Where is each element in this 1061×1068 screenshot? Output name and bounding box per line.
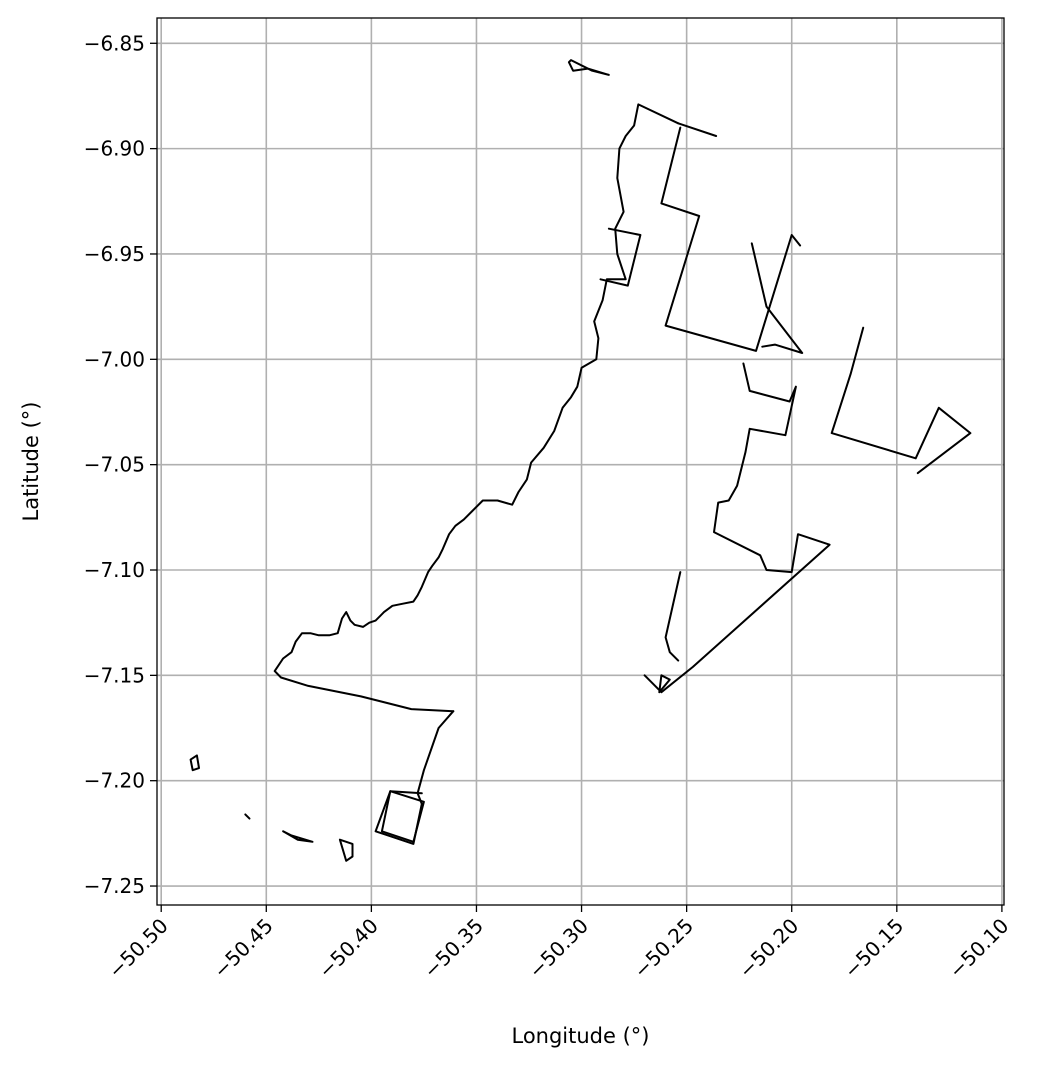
y-tick-label-3: −7.00 (84, 347, 145, 371)
x-axis-label: Longitude (°) (511, 1024, 649, 1048)
y-tick-label-6: −7.15 (84, 663, 145, 687)
y-tick-label-4: −7.05 (84, 453, 145, 477)
y-tick-label-5: −7.10 (84, 558, 145, 582)
y-tick-label-0: −6.85 (84, 31, 145, 55)
y-tick-label-2: −6.95 (84, 242, 145, 266)
y-tick-label-7: −7.20 (84, 769, 145, 793)
y-axis-label: Latitude (°) (19, 402, 43, 522)
y-tick-label-1: −6.90 (84, 137, 145, 161)
y-tick-label-8: −7.25 (84, 874, 145, 898)
